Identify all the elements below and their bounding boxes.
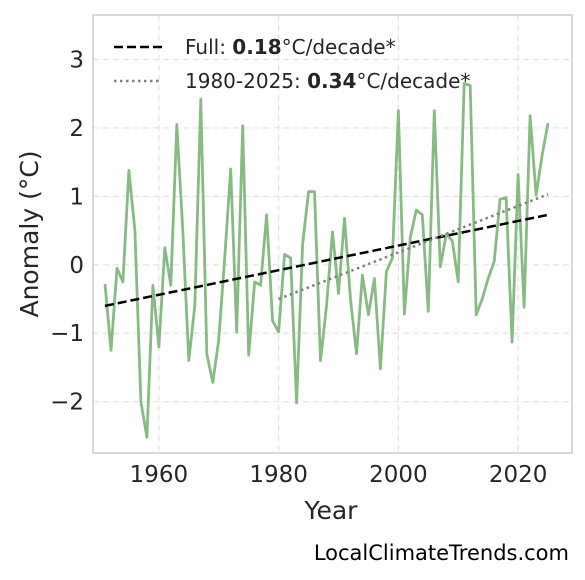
series-layer <box>103 82 550 439</box>
x-tick-label-1980: 1980 <box>249 462 308 488</box>
x-tick-label-2000: 2000 <box>369 462 428 488</box>
y-tick-labels: −2 −1 0 1 2 3 <box>50 47 84 415</box>
trend-line-recent <box>278 193 549 301</box>
x-tick-labels: 1960 1980 2000 2020 <box>130 462 548 488</box>
legend-prefix-full: Full: <box>185 35 232 59</box>
y-axis-title: Anomaly (°C) <box>15 150 44 317</box>
grid <box>93 15 572 453</box>
legend-value-full: 0.18 <box>232 35 281 59</box>
y-tick-label-3: 1 <box>69 184 84 210</box>
x-tick-label-2020: 2020 <box>489 462 548 488</box>
y-tick-label-5: 3 <box>69 47 84 73</box>
legend-label-recent: 1980-2025: 0.34°C/decade* <box>185 69 470 93</box>
y-tick-label-2: 0 <box>69 253 84 279</box>
trend-layer <box>104 193 549 308</box>
plot-frame <box>92 14 573 454</box>
legend-suffix-full: °C/decade* <box>282 35 396 59</box>
y-tick-label-0: −2 <box>50 390 84 416</box>
legend: Full: 0.18°C/decade* 1980-2025: 0.34°C/d… <box>114 35 470 93</box>
x-tick-label-1960: 1960 <box>130 462 189 488</box>
y-tick-label-4: 2 <box>69 116 84 142</box>
credit-text: LocalClimateTrends.com <box>314 541 569 565</box>
legend-suffix-recent: °C/decade* <box>356 69 470 93</box>
trend-line-full <box>104 213 549 308</box>
legend-prefix-recent: 1980-2025: <box>185 69 307 93</box>
series-line-0 <box>103 82 550 439</box>
legend-value-recent: 0.34 <box>307 69 356 93</box>
y-tick-label-1: −1 <box>50 321 84 347</box>
x-axis-title: Year <box>304 496 359 525</box>
legend-label-full: Full: 0.18°C/decade* <box>185 35 396 59</box>
